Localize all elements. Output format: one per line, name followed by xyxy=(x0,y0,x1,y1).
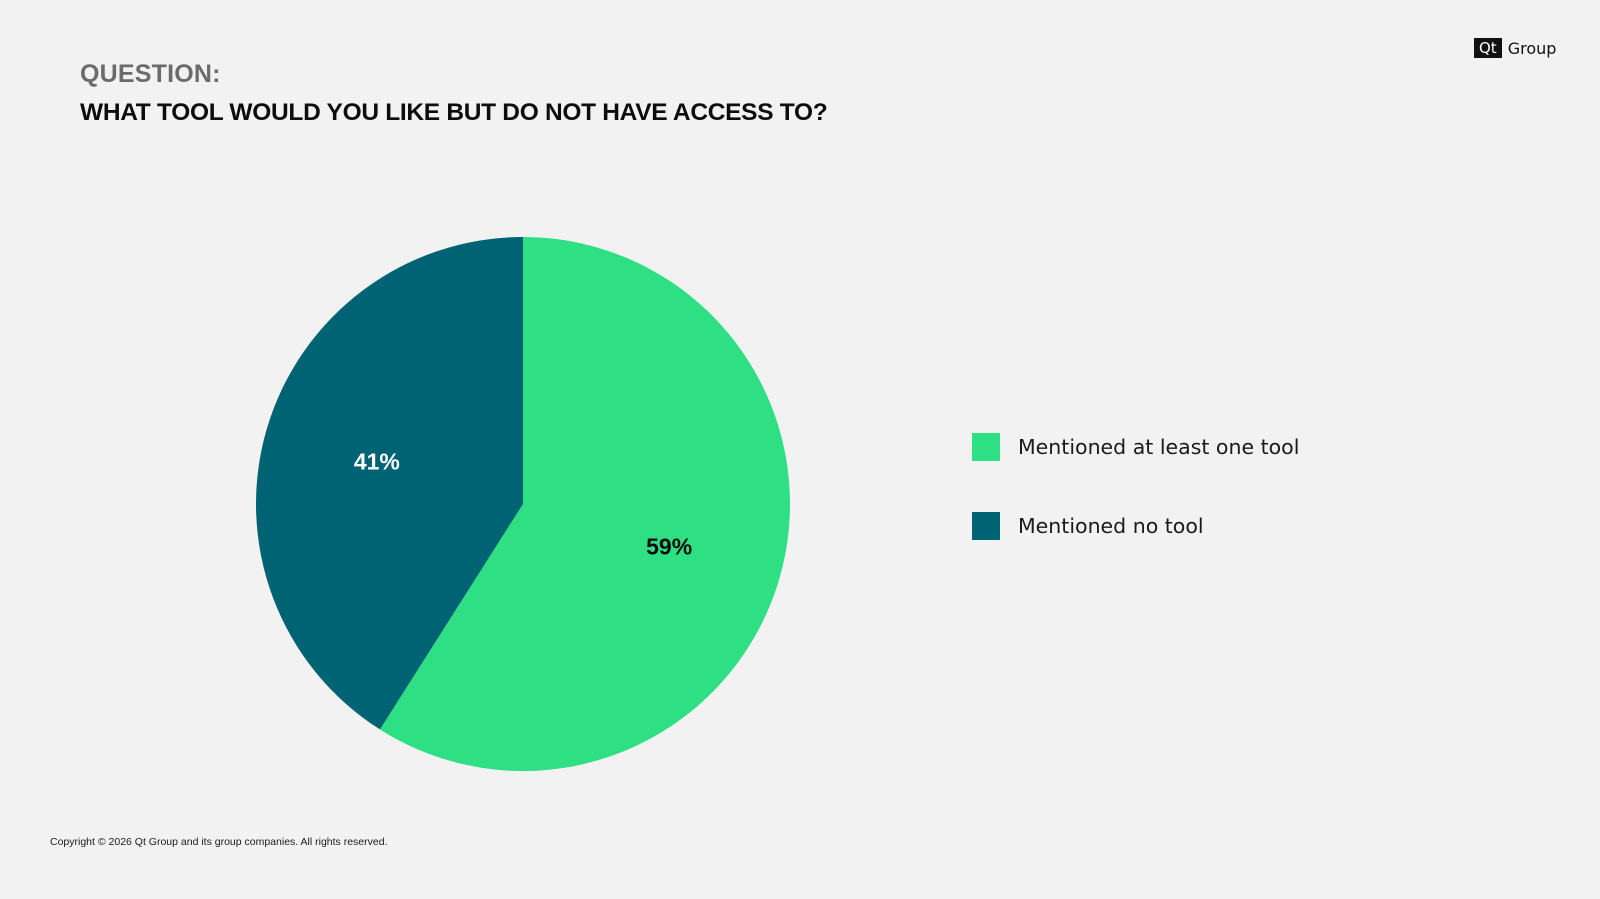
chart-legend: Mentioned at least one tool Mentioned no … xyxy=(972,432,1299,590)
pie-chart: 59% 41% xyxy=(256,237,791,771)
pie-slice-2 xyxy=(256,237,523,730)
question-title: WHAT TOOL WOULD YOU LIKE BUT DO NOT HAVE… xyxy=(80,99,828,126)
pie-slices xyxy=(256,237,791,771)
logo-group-text: Group xyxy=(1507,38,1557,58)
legend-swatch xyxy=(972,433,1000,461)
legend-item-1: Mentioned at least one tool xyxy=(972,432,1299,462)
qt-group-logo: Qt Group xyxy=(1474,38,1556,58)
legend-item-2: Mentioned no tool xyxy=(972,511,1299,541)
question-label: QUESTION: xyxy=(80,60,221,88)
pie-labels: 59% 41% xyxy=(354,449,692,560)
legend-label: Mentioned no tool xyxy=(1018,514,1204,538)
legend-swatch xyxy=(972,512,1000,540)
pie-slice-1 xyxy=(379,237,791,771)
pie-slice-label-1: 59% xyxy=(646,533,692,559)
copyright-notice: Copyright © 2026 Qt Group and its group … xyxy=(50,836,388,848)
legend-label: Mentioned at least one tool xyxy=(1018,435,1300,459)
qt-logo-mark: Qt xyxy=(1474,38,1502,58)
pie-slice-label-2: 41% xyxy=(354,449,400,475)
